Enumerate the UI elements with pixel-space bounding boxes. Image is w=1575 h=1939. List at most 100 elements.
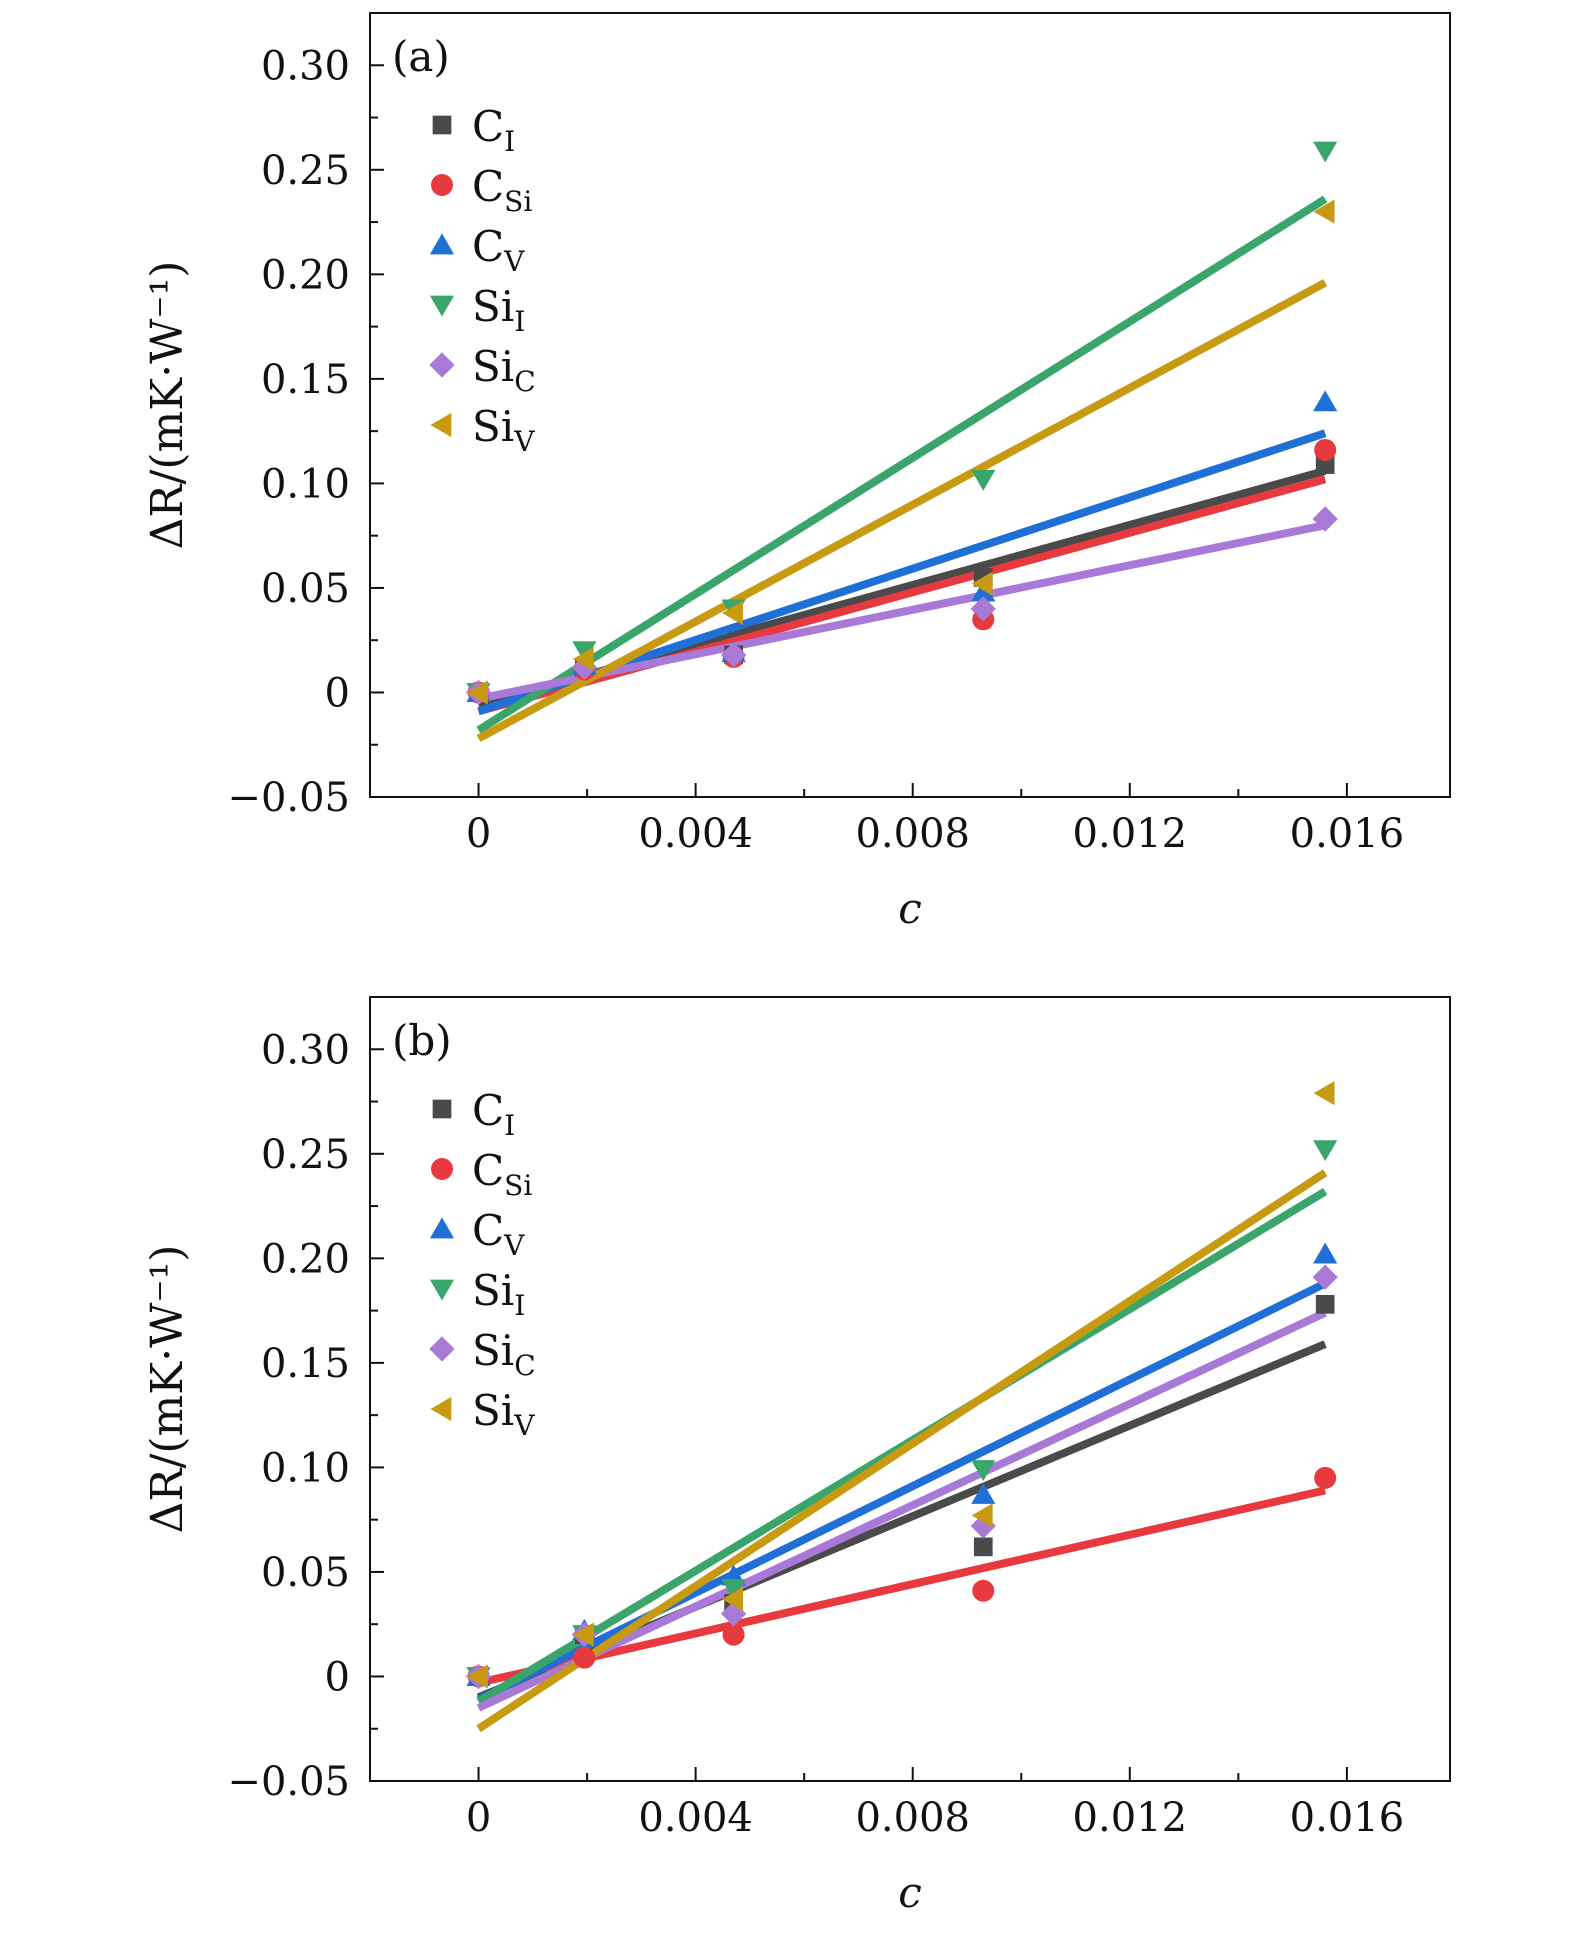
data-point-si-i — [572, 641, 597, 663]
data-point-c-v — [971, 580, 996, 602]
y-axis-label: ΔR/(mK·W⁻¹) — [142, 261, 193, 550]
data-point-c-si — [1314, 438, 1337, 461]
data-point-si-v — [722, 1587, 743, 1612]
x-tick-label: 0.016 — [1290, 811, 1405, 857]
x-tick-label: 0.008 — [855, 811, 970, 857]
y-tick-label: 0.20 — [261, 1236, 350, 1282]
data-point-si-v — [466, 680, 488, 705]
legend-entry: SiV — [472, 1386, 535, 1442]
legend-marker-si-v — [430, 412, 452, 438]
data-point-c-si — [972, 1579, 995, 1602]
panel-label: (a) — [392, 32, 450, 81]
data-point-c-i — [973, 1537, 993, 1557]
legend-marker-si-c — [429, 1336, 455, 1362]
data-point-c-v — [1313, 1242, 1338, 1264]
legend-entry: SiC — [472, 342, 536, 398]
fit-line-si-i — [476, 195, 1328, 734]
y-tick-label: 0.25 — [261, 1132, 350, 1178]
legend-entry: CI — [472, 102, 515, 158]
legend-marker-c-v — [429, 1217, 455, 1239]
data-point-si-v — [466, 1664, 488, 1689]
legend-marker-c-i — [432, 115, 452, 135]
legend-entry: CV — [472, 1206, 525, 1262]
x-tick-label: 0.012 — [1073, 1795, 1188, 1841]
panel-b: 0 0.004 0.008 0.012 0.016 −0.05 0 0.05 0.10 0.15 0… — [142, 996, 1451, 1917]
data-point-si-c — [970, 596, 996, 622]
plot-frame — [369, 996, 1451, 1782]
legend-entry: SiI — [472, 1266, 525, 1322]
y-tick-label: −0.05 — [227, 775, 350, 821]
data-point-si-v — [572, 646, 594, 672]
y-axis-label: ΔR/(mK·W⁻¹) — [142, 1245, 193, 1534]
legend-marker-si-c — [429, 352, 455, 378]
x-tick-label: 0.004 — [638, 1795, 753, 1841]
fit-line-si-c — [477, 521, 1326, 703]
y-tick-label: 0.25 — [261, 148, 350, 194]
legend-entry: CI — [472, 1086, 515, 1142]
fit-line-c-si — [477, 1486, 1327, 1687]
data-point-si-v — [572, 1622, 594, 1647]
y-tick-label: 0.20 — [261, 252, 350, 298]
data-point-si-c — [1312, 1264, 1338, 1290]
x-axis-label: c — [898, 1868, 922, 1917]
x-tick-label: 0.016 — [1290, 1795, 1405, 1841]
y-tick-label: 0.05 — [261, 1550, 350, 1596]
data-point-si-v — [1313, 1081, 1335, 1106]
legend-marker-si-i — [429, 1279, 455, 1301]
data-point-si-i — [971, 1460, 996, 1482]
legend-marker-si-v — [430, 1396, 452, 1422]
x-tick-label: 0 — [466, 811, 491, 857]
data-point-si-c — [1312, 506, 1338, 532]
fit-line-si-v — [476, 279, 1328, 742]
y-tick-label: −0.05 — [227, 1759, 350, 1805]
legend-marker-si-i — [429, 295, 455, 317]
x-tick-label: 0.004 — [638, 811, 753, 857]
y-tick-label: 0 — [325, 1654, 350, 1700]
plot-frame — [369, 12, 1451, 798]
legend-marker-c-i — [432, 1099, 452, 1119]
legend-entry: CSi — [472, 1146, 532, 1202]
y-tick-label: 0 — [325, 670, 350, 716]
x-tick-label: 0 — [466, 1795, 491, 1841]
x-tick-label: 0.012 — [1073, 811, 1188, 857]
fit-line-c-v — [476, 1279, 1327, 1704]
data-point-c-si — [722, 1623, 745, 1646]
panel-a: 0 0.004 0.008 0.012 0.016 −0.05 0 0.05 0.10 0.15 0… — [142, 12, 1451, 933]
data-point-si-v — [971, 571, 993, 596]
panel-label: (b) — [392, 1016, 452, 1065]
data-point-si-i — [971, 469, 996, 491]
fit-line-si-c — [476, 1309, 1327, 1712]
data-point-c-si — [573, 1646, 596, 1669]
legend-marker-c-v — [429, 233, 455, 255]
data-point-si-i — [721, 1579, 746, 1601]
fit-line-si-v — [476, 1169, 1328, 1733]
data-point-si-i — [1313, 1140, 1338, 1162]
legend-entry: SiV — [472, 402, 535, 458]
legend-entry: CSi — [472, 162, 532, 218]
data-point-c-v — [971, 1483, 996, 1504]
legend-marker-c-si — [431, 174, 453, 196]
y-tick-label: 0.15 — [261, 357, 350, 403]
legend-entry: CV — [472, 222, 525, 278]
y-tick-label: 0.15 — [261, 1341, 350, 1387]
data-point-si-i — [1313, 141, 1338, 163]
x-tick-label: 0.008 — [855, 1795, 970, 1841]
data-point-si-c — [720, 642, 747, 668]
data-point-c-si — [1314, 1466, 1337, 1489]
data-point-c-i — [1315, 455, 1335, 474]
y-tick-label: 0.30 — [261, 43, 350, 89]
y-tick-label: 0.10 — [261, 1445, 350, 1491]
data-point-c-v — [1313, 390, 1338, 412]
legend-marker-c-si — [431, 1158, 453, 1180]
data-point-si-c — [720, 1601, 747, 1627]
y-tick-label: 0.30 — [261, 1027, 350, 1073]
legend-entry: SiC — [472, 1326, 536, 1382]
data-point-si-v — [971, 1503, 993, 1528]
data-point-si-v — [722, 600, 743, 626]
data-point-si-c — [970, 1513, 996, 1539]
data-point-si-v — [1313, 199, 1335, 224]
legend-entry: SiI — [472, 282, 525, 338]
x-axis-label: c — [898, 884, 922, 933]
y-tick-label: 0.05 — [261, 566, 350, 612]
